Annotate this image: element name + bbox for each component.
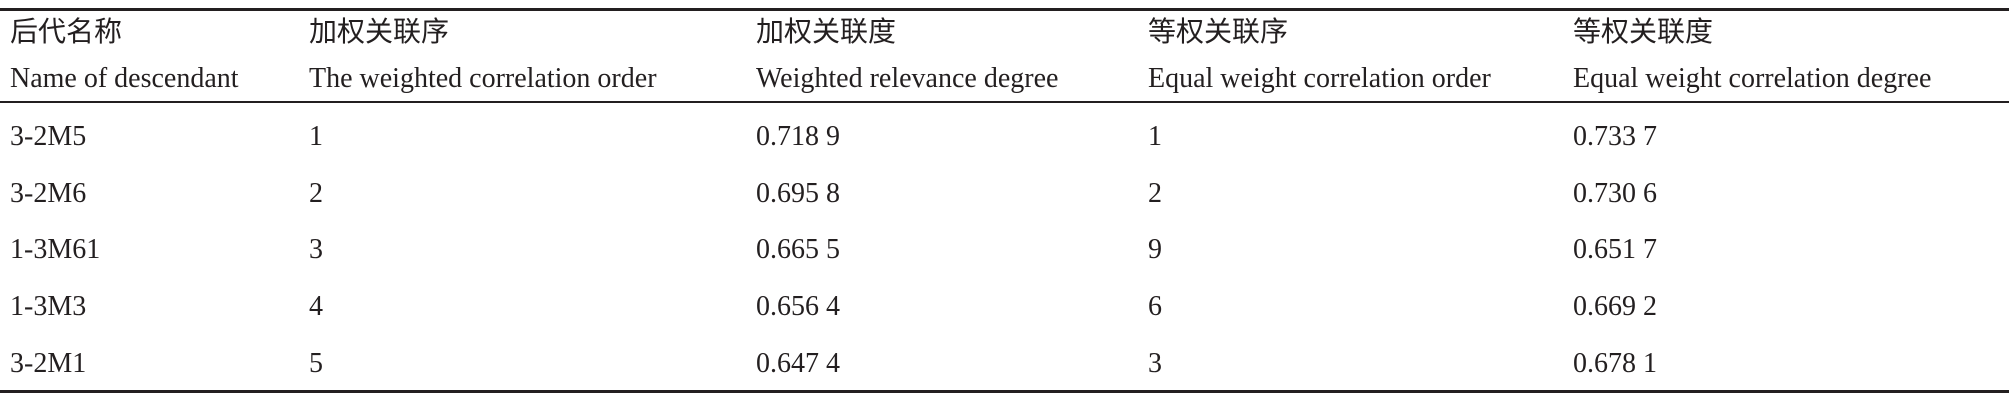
table-cell: 6 bbox=[1148, 291, 1162, 322]
table-cell: 2 bbox=[1148, 178, 1162, 209]
table-cell: 1 bbox=[1148, 121, 1162, 152]
table-cell: 3-2M5 bbox=[10, 121, 87, 152]
table-cell: 0.651 7 bbox=[1573, 234, 1657, 265]
header-zh: 加权关联序 bbox=[309, 17, 450, 48]
header-zh: 等权关联度 bbox=[1573, 17, 1714, 48]
header-rule bbox=[0, 101, 2009, 103]
header-en: Equal weight correlation degree bbox=[1573, 63, 1932, 94]
table-cell: 0.647 4 bbox=[756, 348, 840, 379]
table-cell: 0.730 6 bbox=[1573, 178, 1657, 209]
table-cell: 4 bbox=[309, 291, 323, 322]
header-zh: 等权关联序 bbox=[1148, 17, 1289, 48]
table-cell: 0.669 2 bbox=[1573, 291, 1657, 322]
table-cell: 0.695 8 bbox=[756, 178, 840, 209]
top-rule bbox=[0, 8, 2009, 11]
table-cell: 3 bbox=[1148, 348, 1162, 379]
table-cell: 9 bbox=[1148, 234, 1162, 265]
header-en: Name of descendant bbox=[10, 63, 239, 94]
table-cell: 0.718 9 bbox=[756, 121, 840, 152]
table-cell: 0.665 5 bbox=[756, 234, 840, 265]
header-en: Equal weight correlation order bbox=[1148, 63, 1491, 94]
header-zh: 后代名称 bbox=[10, 17, 123, 48]
table-cell: 3 bbox=[309, 234, 323, 265]
table-cell: 3-2M6 bbox=[10, 178, 87, 209]
table-cell: 1 bbox=[309, 121, 323, 152]
header-en: Weighted relevance degree bbox=[756, 63, 1059, 94]
header-en: The weighted correlation order bbox=[309, 63, 657, 94]
header-zh: 加权关联度 bbox=[756, 17, 897, 48]
table-cell: 1-3M3 bbox=[10, 291, 87, 322]
bottom-rule bbox=[0, 390, 2009, 393]
table-cell: 0.733 7 bbox=[1573, 121, 1657, 152]
table-cell: 1-3M61 bbox=[10, 234, 101, 265]
table-cell: 0.678 1 bbox=[1573, 348, 1657, 379]
table-cell: 2 bbox=[309, 178, 323, 209]
table-cell: 0.656 4 bbox=[756, 291, 840, 322]
table-cell: 5 bbox=[309, 348, 323, 379]
table-cell: 3-2M1 bbox=[10, 348, 87, 379]
